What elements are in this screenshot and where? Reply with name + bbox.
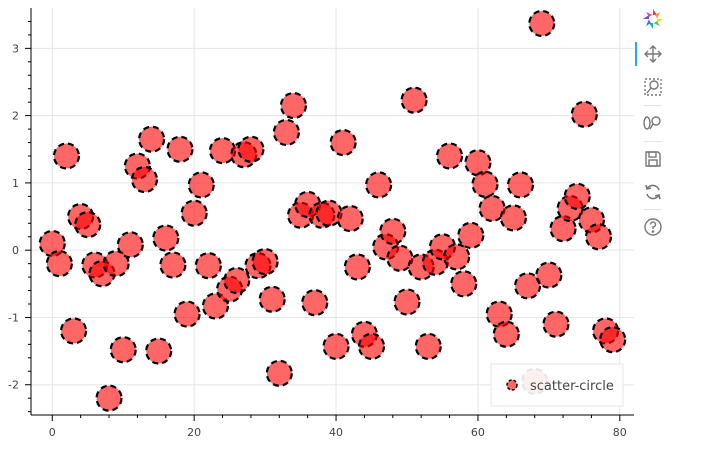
data-point bbox=[365, 171, 393, 199]
x-tick-label: 20 bbox=[187, 426, 201, 439]
data-point bbox=[542, 310, 570, 338]
data-point bbox=[506, 171, 535, 199]
data-point bbox=[400, 86, 428, 114]
data-point bbox=[478, 194, 506, 223]
axes: 0 20 40 60 80 -2 -1 0 1 2 3 bbox=[8, 8, 634, 439]
data-point bbox=[464, 149, 492, 177]
data-point bbox=[563, 182, 591, 210]
wheel-zoom-tool-icon[interactable] bbox=[640, 110, 666, 136]
toolbar-separator bbox=[644, 105, 662, 106]
data-point bbox=[166, 135, 194, 163]
x-tick-label: 0 bbox=[49, 426, 56, 439]
data-point bbox=[599, 326, 627, 354]
data-point bbox=[379, 217, 407, 245]
legend: scatter-circle bbox=[490, 363, 624, 407]
data-point bbox=[450, 270, 478, 298]
scatter-points bbox=[38, 9, 627, 412]
data-point bbox=[173, 300, 201, 328]
bokeh-logo-icon[interactable] bbox=[640, 6, 666, 32]
data-point bbox=[485, 300, 513, 328]
data-point bbox=[138, 125, 166, 153]
y-tick-label: -2 bbox=[8, 379, 19, 392]
data-point bbox=[570, 100, 598, 128]
x-tick-label: 60 bbox=[471, 426, 485, 439]
data-point bbox=[301, 289, 329, 317]
help-tool-icon[interactable] bbox=[640, 214, 666, 240]
y-tick-label: -1 bbox=[8, 311, 19, 324]
data-point bbox=[535, 261, 563, 289]
data-point bbox=[329, 128, 357, 157]
reset-tool-icon[interactable] bbox=[640, 179, 666, 205]
data-point bbox=[223, 266, 251, 295]
data-point bbox=[194, 252, 222, 280]
data-point bbox=[357, 332, 386, 360]
x-tick-label: 40 bbox=[329, 426, 343, 439]
data-point bbox=[549, 215, 577, 243]
data-point bbox=[38, 229, 66, 258]
data-point bbox=[265, 359, 293, 387]
data-point bbox=[457, 221, 485, 249]
data-point bbox=[435, 142, 464, 170]
data-point bbox=[130, 165, 159, 194]
data-point bbox=[386, 244, 414, 272]
data-point bbox=[237, 135, 265, 163]
data-point bbox=[272, 118, 300, 147]
data-point bbox=[279, 91, 308, 120]
y-tick-label: 0 bbox=[12, 244, 19, 257]
data-point bbox=[74, 211, 102, 239]
toolbar-separator bbox=[644, 209, 662, 210]
data-point bbox=[393, 288, 421, 316]
y-tick-label: 1 bbox=[12, 177, 19, 190]
box-zoom-tool-icon[interactable] bbox=[640, 74, 666, 100]
data-point bbox=[513, 272, 542, 300]
data-point bbox=[95, 384, 123, 412]
data-point bbox=[443, 243, 471, 271]
data-point bbox=[152, 224, 180, 252]
data-point bbox=[584, 223, 613, 251]
toolbar-separator bbox=[644, 141, 662, 142]
data-point bbox=[180, 199, 208, 227]
y-tick-label: 2 bbox=[12, 110, 19, 123]
save-tool-icon[interactable] bbox=[640, 146, 666, 172]
active-tool-indicator bbox=[635, 42, 637, 66]
data-point bbox=[109, 336, 137, 364]
toolbar bbox=[635, 6, 670, 266]
data-point bbox=[336, 204, 364, 233]
data-point bbox=[187, 171, 215, 199]
grid bbox=[31, 8, 634, 415]
data-point bbox=[102, 250, 130, 278]
data-point bbox=[343, 253, 371, 281]
data-point bbox=[116, 231, 144, 259]
legend-glyph bbox=[506, 379, 518, 391]
data-point bbox=[145, 337, 173, 365]
data-point bbox=[52, 142, 81, 170]
data-point bbox=[471, 170, 499, 198]
y-tick-label: 3 bbox=[12, 42, 19, 55]
legend-label: scatter-circle bbox=[530, 379, 614, 394]
data-point bbox=[528, 9, 556, 38]
data-point bbox=[322, 332, 350, 360]
data-point bbox=[414, 332, 442, 360]
data-point bbox=[499, 204, 528, 232]
data-point bbox=[59, 317, 88, 345]
data-point bbox=[492, 320, 520, 348]
data-point bbox=[201, 292, 230, 320]
x-tick-label: 80 bbox=[613, 426, 627, 439]
data-point bbox=[45, 250, 73, 278]
pan-tool-icon[interactable] bbox=[640, 41, 666, 67]
data-point bbox=[251, 248, 279, 276]
data-point bbox=[258, 285, 286, 313]
data-point bbox=[159, 251, 187, 279]
